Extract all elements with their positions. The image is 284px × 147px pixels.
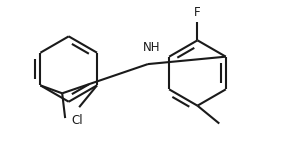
Text: Cl: Cl	[71, 114, 83, 127]
Text: F: F	[194, 6, 201, 19]
Text: NH: NH	[143, 41, 161, 54]
